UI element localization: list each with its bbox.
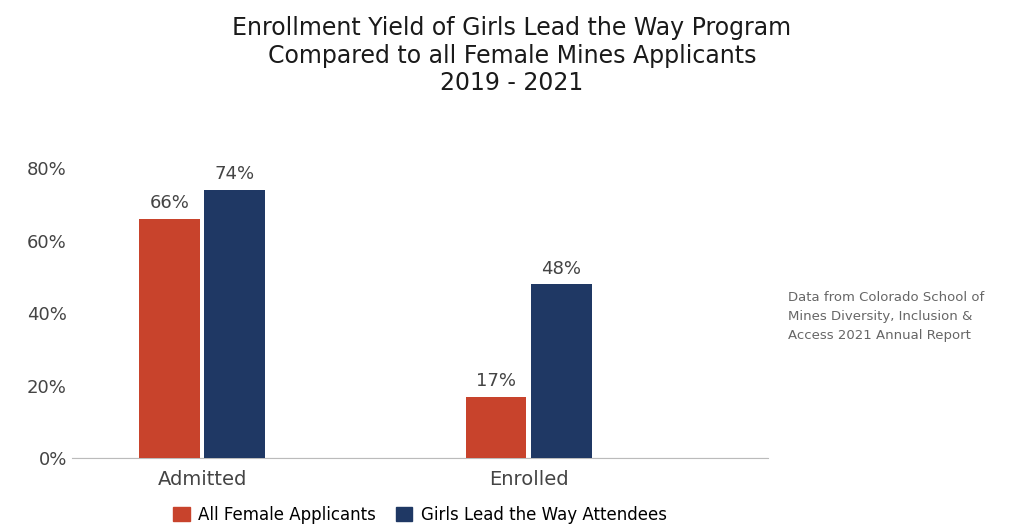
Legend: All Female Applicants, Girls Lead the Way Attendees: All Female Applicants, Girls Lead the Wa… <box>173 506 667 524</box>
Text: Data from Colorado School of
Mines Diversity, Inclusion &
Access 2021 Annual Rep: Data from Colorado School of Mines Diver… <box>788 291 985 341</box>
Text: 48%: 48% <box>542 260 582 278</box>
Text: 17%: 17% <box>476 372 516 390</box>
Bar <box>139 219 200 458</box>
Bar <box>530 284 592 458</box>
Bar <box>205 190 265 458</box>
Bar <box>466 397 526 458</box>
Text: 74%: 74% <box>215 165 255 183</box>
Text: 66%: 66% <box>150 194 189 212</box>
Text: Enrollment Yield of Girls Lead the Way Program
Compared to all Female Mines Appl: Enrollment Yield of Girls Lead the Way P… <box>232 16 792 95</box>
